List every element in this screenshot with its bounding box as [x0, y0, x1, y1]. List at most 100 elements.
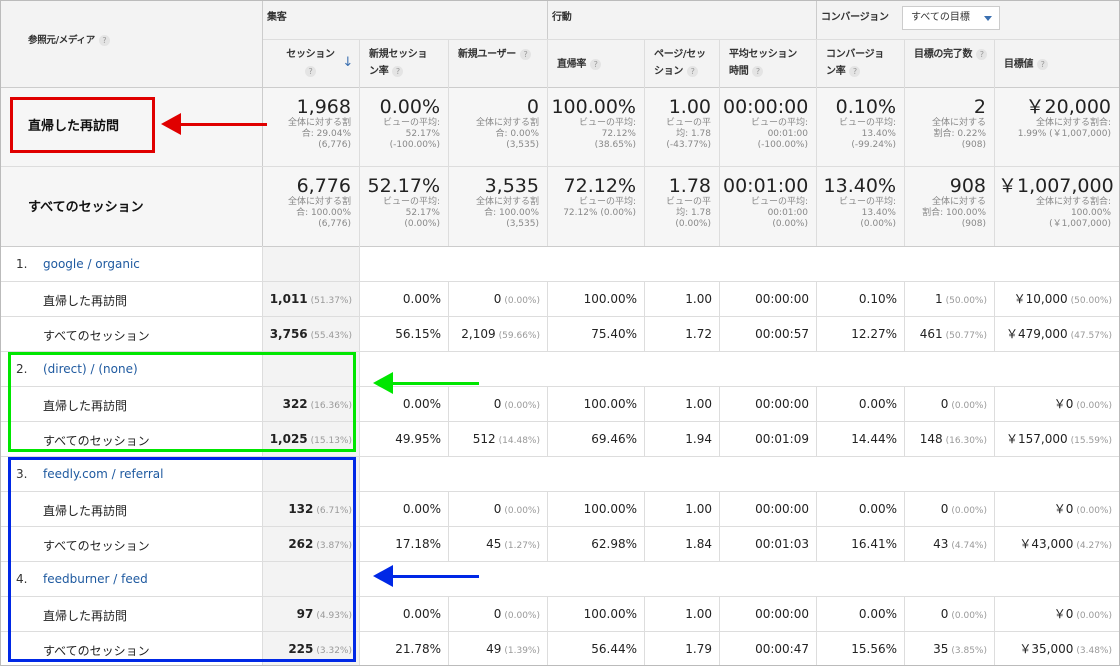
- cell-value: 1.72: [685, 327, 712, 341]
- column-divider: [644, 526, 645, 561]
- cell-value: 1.94: [685, 432, 712, 446]
- goal-dropdown[interactable]: すべての目標: [902, 6, 1000, 30]
- summary-metric-cell: 00:00:00 ビューの平均: 00:01:00 (-100.00%): [723, 96, 808, 151]
- help-icon[interactable]: ?: [976, 48, 988, 60]
- table-cell: 0.00%: [818, 502, 897, 516]
- table-cell: 100.00%: [549, 292, 637, 306]
- summary-metric-value: 52.17%: [367, 175, 440, 197]
- table-cell: 0.00%: [361, 397, 441, 411]
- column-divider: [994, 316, 995, 351]
- dimension-header[interactable]: 参照元/メディア?: [28, 32, 110, 49]
- group-behavior: 行動: [552, 12, 572, 23]
- column-divider: [359, 491, 360, 526]
- cell-value: 100.00%: [583, 292, 637, 306]
- summary-metric-sub: 72.12%: [601, 129, 636, 139]
- table-cell: ￥10,000 (50.00%): [996, 292, 1112, 308]
- summary-metric-sub: 13.40%: [861, 208, 896, 218]
- column-header-6[interactable]: 平均セッション 時間?: [729, 46, 812, 80]
- table-cell: 0 (0.00%): [450, 607, 540, 623]
- summary-metric-sub: 全体に対する: [931, 197, 986, 207]
- cell-value: 1,025: [269, 432, 308, 446]
- source-link[interactable]: feedburner / feed: [43, 572, 148, 586]
- source-link[interactable]: google / organic: [43, 257, 140, 271]
- source-link[interactable]: (direct) / (none): [43, 362, 138, 376]
- table-cell: ￥35,000 (3.48%): [996, 642, 1112, 658]
- summary-metric-sub: 52.17%: [405, 129, 440, 139]
- cell-percentage: (15.59%): [1070, 436, 1112, 446]
- summary-metric-sub: (908): [961, 219, 986, 229]
- row-divider: [1, 351, 1119, 352]
- column-divider: [359, 386, 360, 421]
- help-icon[interactable]: ?: [1037, 58, 1049, 70]
- cell-value: ￥157,000: [1006, 432, 1068, 446]
- summary-metric-sub: (0.00%): [772, 219, 808, 229]
- summary-metric-value: 908: [949, 175, 986, 197]
- cell-value: 148: [919, 432, 943, 446]
- column-divider: [359, 246, 360, 281]
- column-header-4[interactable]: 直帰率?: [557, 56, 640, 73]
- column-divider: [719, 316, 720, 351]
- column-divider: [359, 631, 360, 665]
- column-divider: [719, 526, 720, 561]
- column-header-9[interactable]: 目標値?: [1004, 56, 1115, 73]
- cell-percentage: (51.37%): [310, 296, 352, 306]
- table-cell: 1.00: [646, 502, 712, 516]
- column-divider: [262, 561, 263, 596]
- cell-value: 0.00%: [402, 607, 441, 621]
- red-arrow-head: [161, 113, 181, 135]
- help-icon[interactable]: ?: [849, 65, 861, 77]
- cell-value: 0.00%: [858, 502, 897, 516]
- help-icon[interactable]: ?: [305, 65, 316, 77]
- column-divider: [994, 39, 995, 246]
- source-row-shade: [262, 247, 359, 281]
- group-conversion: コンバージョン: [821, 12, 889, 23]
- help-icon[interactable]: ?: [520, 48, 531, 60]
- table-cell: 56.44%: [549, 642, 637, 656]
- column-divider: [448, 526, 449, 561]
- column-header-7[interactable]: コンバージョ ン率?: [826, 46, 900, 80]
- help-icon[interactable]: ?: [392, 65, 404, 77]
- column-header-label-2: ション: [654, 66, 684, 77]
- table-cell: 1,025 (15.13%): [264, 432, 352, 448]
- column-divider: [262, 246, 263, 281]
- sort-descending-icon[interactable]: ↓: [342, 55, 353, 70]
- cell-value: 0: [493, 397, 502, 411]
- column-divider: [719, 421, 720, 456]
- cell-value: 0.00%: [402, 397, 441, 411]
- help-icon[interactable]: ?: [752, 65, 764, 77]
- summary-metric-cell: 1.00 ビューの平 均: 1.78 (-43.77%): [648, 96, 711, 151]
- column-header-2[interactable]: 新規セッショ ン率?: [369, 46, 444, 80]
- source-link[interactable]: feedly.com / referral: [43, 467, 164, 481]
- column-divider: [547, 421, 548, 456]
- table-cell: 1,011 (51.37%): [264, 292, 352, 308]
- summary-metric-cell: 100.00% ビューの平均: 72.12% (38.65%): [551, 96, 636, 151]
- help-icon[interactable]: ?: [687, 65, 699, 77]
- cell-percentage: (0.00%): [504, 401, 540, 411]
- column-header-3[interactable]: 新規ユーザー?: [458, 46, 543, 63]
- cell-value: ￥479,000: [1006, 327, 1068, 341]
- cell-percentage: (0.00%): [1076, 401, 1112, 411]
- row-divider: [1, 491, 1119, 492]
- summary-metric-value: 100.00%: [551, 96, 636, 118]
- column-divider: [816, 386, 817, 421]
- help-icon[interactable]: ?: [590, 58, 602, 70]
- row-divider: [1, 87, 1119, 88]
- column-divider: [359, 561, 360, 596]
- cell-percentage: (1.39%): [504, 646, 540, 656]
- help-icon[interactable]: ?: [98, 35, 110, 46]
- summary-metric-sub: 全体に対する割合:: [1035, 197, 1111, 207]
- column-header-1[interactable]: セッション? ↓: [266, 46, 355, 80]
- cell-percentage: (3.48%): [1076, 646, 1112, 656]
- segment-label: 直帰した再訪問: [43, 399, 128, 413]
- column-divider: [262, 456, 263, 491]
- column-header-8[interactable]: 目標の完了数?: [914, 46, 990, 63]
- source-row-shade: [262, 352, 359, 386]
- table-cell: 1.00: [646, 292, 712, 306]
- column-divider: [359, 351, 360, 386]
- column-header-5[interactable]: ページ/セッ ション?: [654, 46, 715, 80]
- column-divider: [904, 281, 905, 316]
- cell-percentage: (1.27%): [504, 541, 540, 551]
- column-divider: [904, 386, 905, 421]
- summary-metric-sub: 全体に対する割: [475, 197, 539, 207]
